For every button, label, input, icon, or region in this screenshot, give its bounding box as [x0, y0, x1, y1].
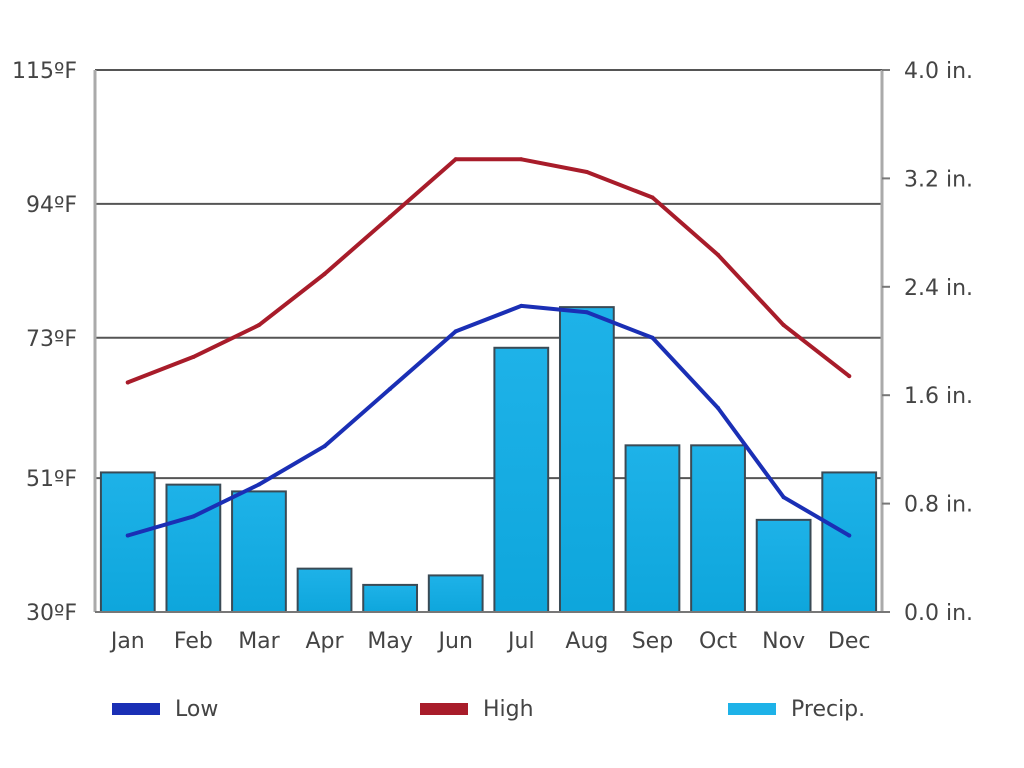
- left-tick-label: 73ºF: [26, 327, 77, 352]
- precip-bar-nov: [755, 518, 812, 613]
- high-point-jun: [453, 157, 458, 162]
- precip-bar-jul: [493, 346, 550, 613]
- high-point-apr: [322, 272, 327, 277]
- precip-bar-sep: [624, 444, 681, 613]
- legend-label: Low: [175, 697, 218, 722]
- x-tick-label: Dec: [828, 629, 871, 654]
- left-axis-ticks: 30ºF 51ºF 73ºF 94ºF 115ºF: [12, 59, 77, 626]
- precip-bar-feb: [165, 483, 222, 614]
- precip-bar-jan: [99, 471, 156, 613]
- right-axis-ticks: 0.0 in. 0.8 in. 1.6 in. 2.4 in. 3.2 in. 4.0 i…: [882, 59, 973, 626]
- axes: [93, 70, 884, 613]
- high-point-nov: [781, 323, 786, 328]
- x-tick-label: Jul: [506, 629, 535, 654]
- low-point-jan: [125, 533, 130, 538]
- low-point-jul: [519, 303, 524, 308]
- low-point-may: [388, 386, 393, 391]
- x-tick-label: Sep: [632, 629, 673, 654]
- legend-swatch-precip: [728, 703, 776, 715]
- x-tick-label: May: [367, 629, 412, 654]
- x-tick-label: Nov: [762, 629, 805, 654]
- right-tick-label: 4.0 in.: [904, 59, 973, 84]
- x-tick-label: Aug: [565, 629, 608, 654]
- low-point-dec: [847, 533, 852, 538]
- left-tick-label: 115ºF: [12, 59, 77, 84]
- x-tick-label: Mar: [238, 629, 280, 654]
- high-point-dec: [847, 374, 852, 379]
- legend-label: High: [483, 697, 534, 722]
- precip-bar-apr: [296, 567, 353, 614]
- low-point-apr: [322, 444, 327, 449]
- precip-bar-aug: [558, 306, 615, 613]
- high-point-oct: [716, 252, 721, 257]
- precip-bar-dec: [821, 471, 878, 613]
- precip-bars: [99, 306, 878, 614]
- high-point-sep: [650, 195, 655, 200]
- high-point-feb: [191, 354, 196, 359]
- right-tick-label: 3.2 in.: [904, 167, 973, 192]
- high-line: [125, 157, 852, 385]
- left-tick-label: 51ºF: [26, 467, 77, 492]
- high-line-group: [125, 157, 852, 385]
- right-tick-label: 0.0 in.: [904, 601, 973, 626]
- right-tick-label: 0.8 in.: [904, 493, 973, 518]
- high-point-aug: [584, 170, 589, 175]
- low-point-jun: [453, 329, 458, 334]
- legend: Low High Precip.: [112, 697, 865, 722]
- precip-bar-oct: [690, 444, 746, 613]
- low-line-group: [125, 303, 852, 538]
- low-point-feb: [191, 514, 196, 519]
- x-tick-label: Oct: [699, 629, 737, 654]
- high-point-jul: [519, 157, 524, 162]
- high-point-jan: [125, 380, 130, 385]
- precip-bar-jun: [427, 574, 484, 613]
- low-point-oct: [716, 405, 721, 410]
- low-line: [125, 303, 852, 538]
- x-tick-label: Jan: [109, 629, 145, 654]
- legend-swatch-low: [112, 703, 160, 715]
- legend-label: Precip.: [791, 697, 865, 722]
- legend-swatch-high: [420, 703, 468, 715]
- precip-bar-may: [362, 583, 419, 614]
- x-axis-ticks: Jan Feb Mar Apr May Jun Jul Aug Sep Oct Nov Dec: [109, 629, 871, 654]
- gridlines: [95, 69, 882, 480]
- right-tick-label: 1.6 in.: [904, 384, 973, 409]
- x-tick-label: Apr: [306, 629, 345, 654]
- low-point-aug: [584, 310, 589, 315]
- right-tick-label: 2.4 in.: [904, 276, 973, 301]
- high-point-may: [388, 214, 393, 219]
- low-point-sep: [650, 335, 655, 340]
- left-tick-label: 30ºF: [26, 601, 77, 626]
- x-tick-label: Feb: [174, 629, 213, 654]
- low-point-mar: [256, 482, 261, 487]
- high-point-mar: [256, 323, 261, 328]
- left-tick-label: 94ºF: [26, 193, 77, 218]
- x-tick-label: Jun: [437, 629, 473, 654]
- precip-bar-mar: [231, 490, 287, 613]
- low-point-nov: [781, 495, 786, 500]
